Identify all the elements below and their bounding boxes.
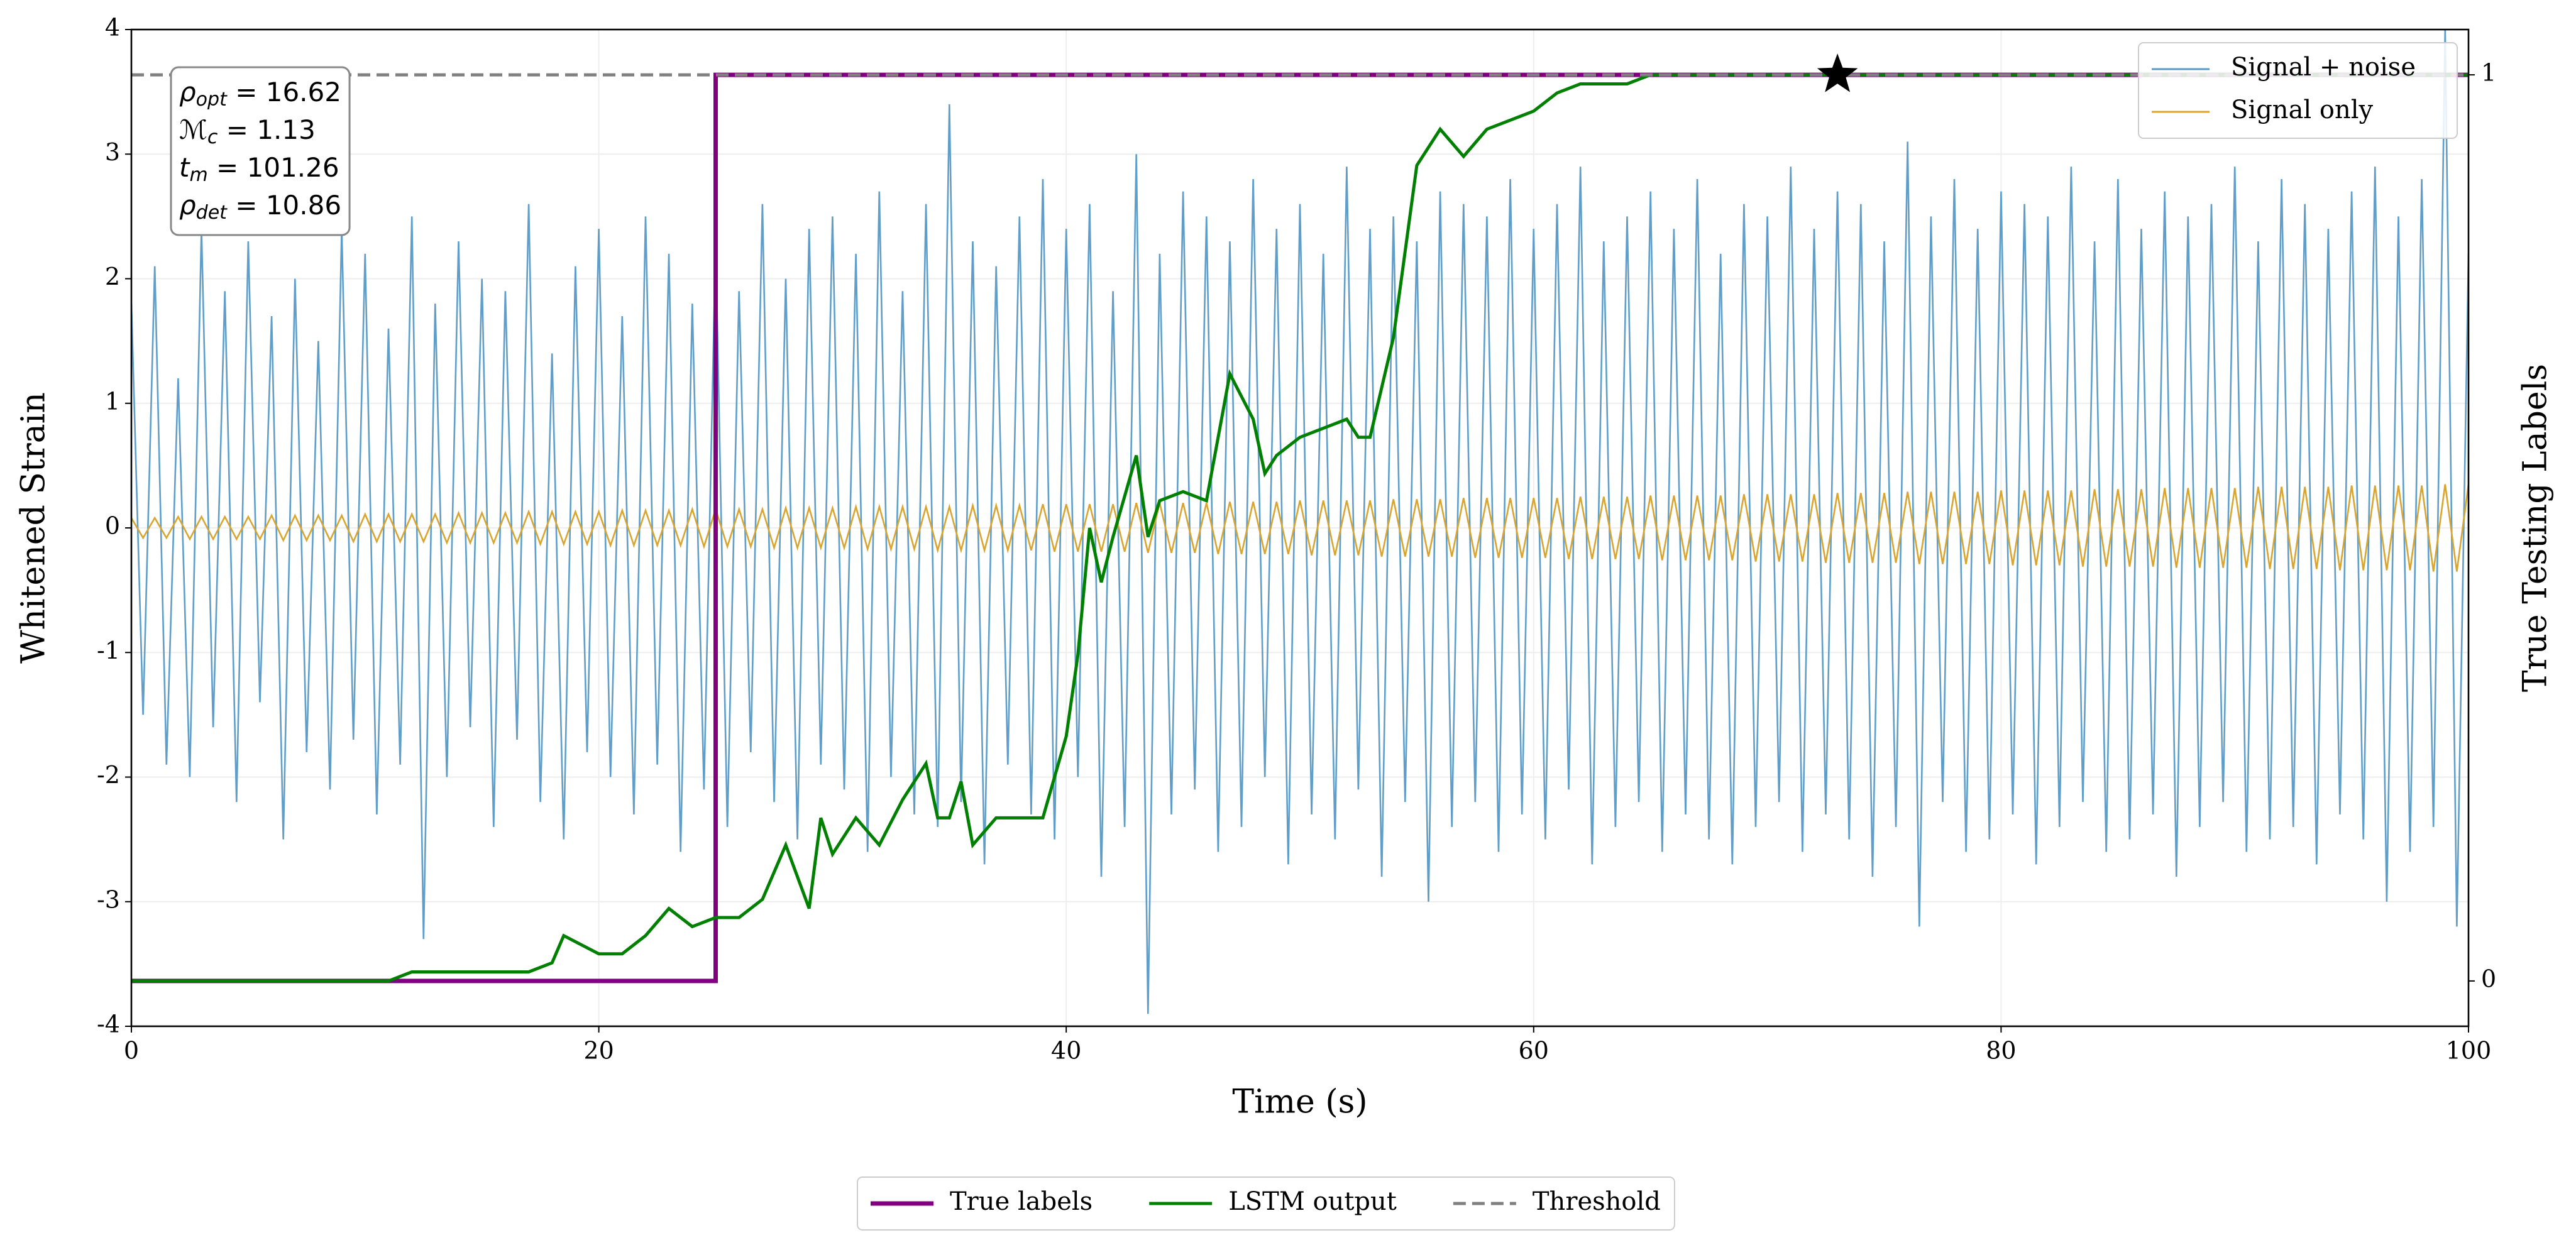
annotation-text: ρopt = 16.62 bbox=[179, 77, 341, 111]
annotation-value: = 101.26 bbox=[208, 152, 339, 183]
annotation-subscript: opt bbox=[196, 89, 228, 111]
annotation-text: ℳc = 1.13 bbox=[179, 114, 316, 148]
y-tick-label: 3 bbox=[105, 138, 120, 166]
annotation-value: = 16.62 bbox=[227, 77, 341, 107]
x-tick-label: 40 bbox=[1051, 1037, 1081, 1065]
y-tick-label: 4 bbox=[105, 14, 120, 41]
annotation-symbol: t bbox=[179, 152, 190, 183]
x-tick-label: 0 bbox=[124, 1037, 139, 1065]
legend-upper: Signal + noise Signal only bbox=[2138, 42, 2458, 139]
annotation-symbol: ρ bbox=[179, 190, 196, 221]
legend-box bbox=[857, 1176, 1675, 1231]
series-line bbox=[131, 73, 2469, 983]
annotation-symbol: ρ bbox=[179, 77, 196, 107]
legend-bottom: True labels LSTM output Threshold bbox=[857, 1176, 1675, 1231]
legend-label: Signal only bbox=[2231, 96, 2374, 124]
plot-frame bbox=[130, 28, 2470, 1028]
y-tick-label: -3 bbox=[97, 885, 120, 913]
y-tick-label: 0 bbox=[105, 512, 120, 540]
y2-tick-label: 0 bbox=[2481, 965, 2496, 992]
annotation-subscript: c bbox=[207, 126, 218, 148]
y-tick-label: 2 bbox=[105, 263, 120, 290]
legend-label: Signal + noise bbox=[2231, 53, 2416, 82]
legend-label: True labels bbox=[950, 1187, 1093, 1216]
x-tick-label: 80 bbox=[1986, 1037, 2016, 1065]
annotation-frame bbox=[170, 66, 351, 236]
star-marker bbox=[1817, 53, 1858, 92]
series-line bbox=[131, 30, 2469, 1014]
legend-label: Threshold bbox=[1533, 1187, 1661, 1216]
x-tick-label: 100 bbox=[2446, 1037, 2492, 1065]
annotation-value: = 10.86 bbox=[227, 190, 341, 221]
annotation-text: tm = 101.26 bbox=[179, 152, 339, 186]
legend-label: LSTM output bbox=[1228, 1187, 1397, 1216]
x-tick-label: 60 bbox=[1519, 1037, 1549, 1065]
annotation-subscript: det bbox=[196, 202, 228, 224]
y-tick-label: -2 bbox=[97, 761, 120, 789]
y-tick-label: -1 bbox=[97, 637, 120, 664]
annotation-symbol: ℳ bbox=[179, 114, 207, 145]
annotation-value: = 1.13 bbox=[217, 114, 315, 145]
x-axis-label: Time (s) bbox=[1232, 1083, 1367, 1121]
legend-box bbox=[2138, 42, 2458, 139]
y2-tick-label: 1 bbox=[2481, 59, 2496, 87]
annotation-subscript: m bbox=[189, 164, 207, 186]
series-line bbox=[131, 484, 2469, 572]
y-axis-label: Whitened Strain bbox=[15, 392, 53, 664]
y-tick-label: -4 bbox=[97, 1011, 120, 1038]
y-tick-label: 1 bbox=[105, 387, 120, 415]
x-tick-label: 20 bbox=[583, 1037, 614, 1065]
annotation-text: ρdet = 10.86 bbox=[179, 190, 341, 224]
y2-axis-label: True Testing Labels bbox=[2517, 364, 2555, 692]
